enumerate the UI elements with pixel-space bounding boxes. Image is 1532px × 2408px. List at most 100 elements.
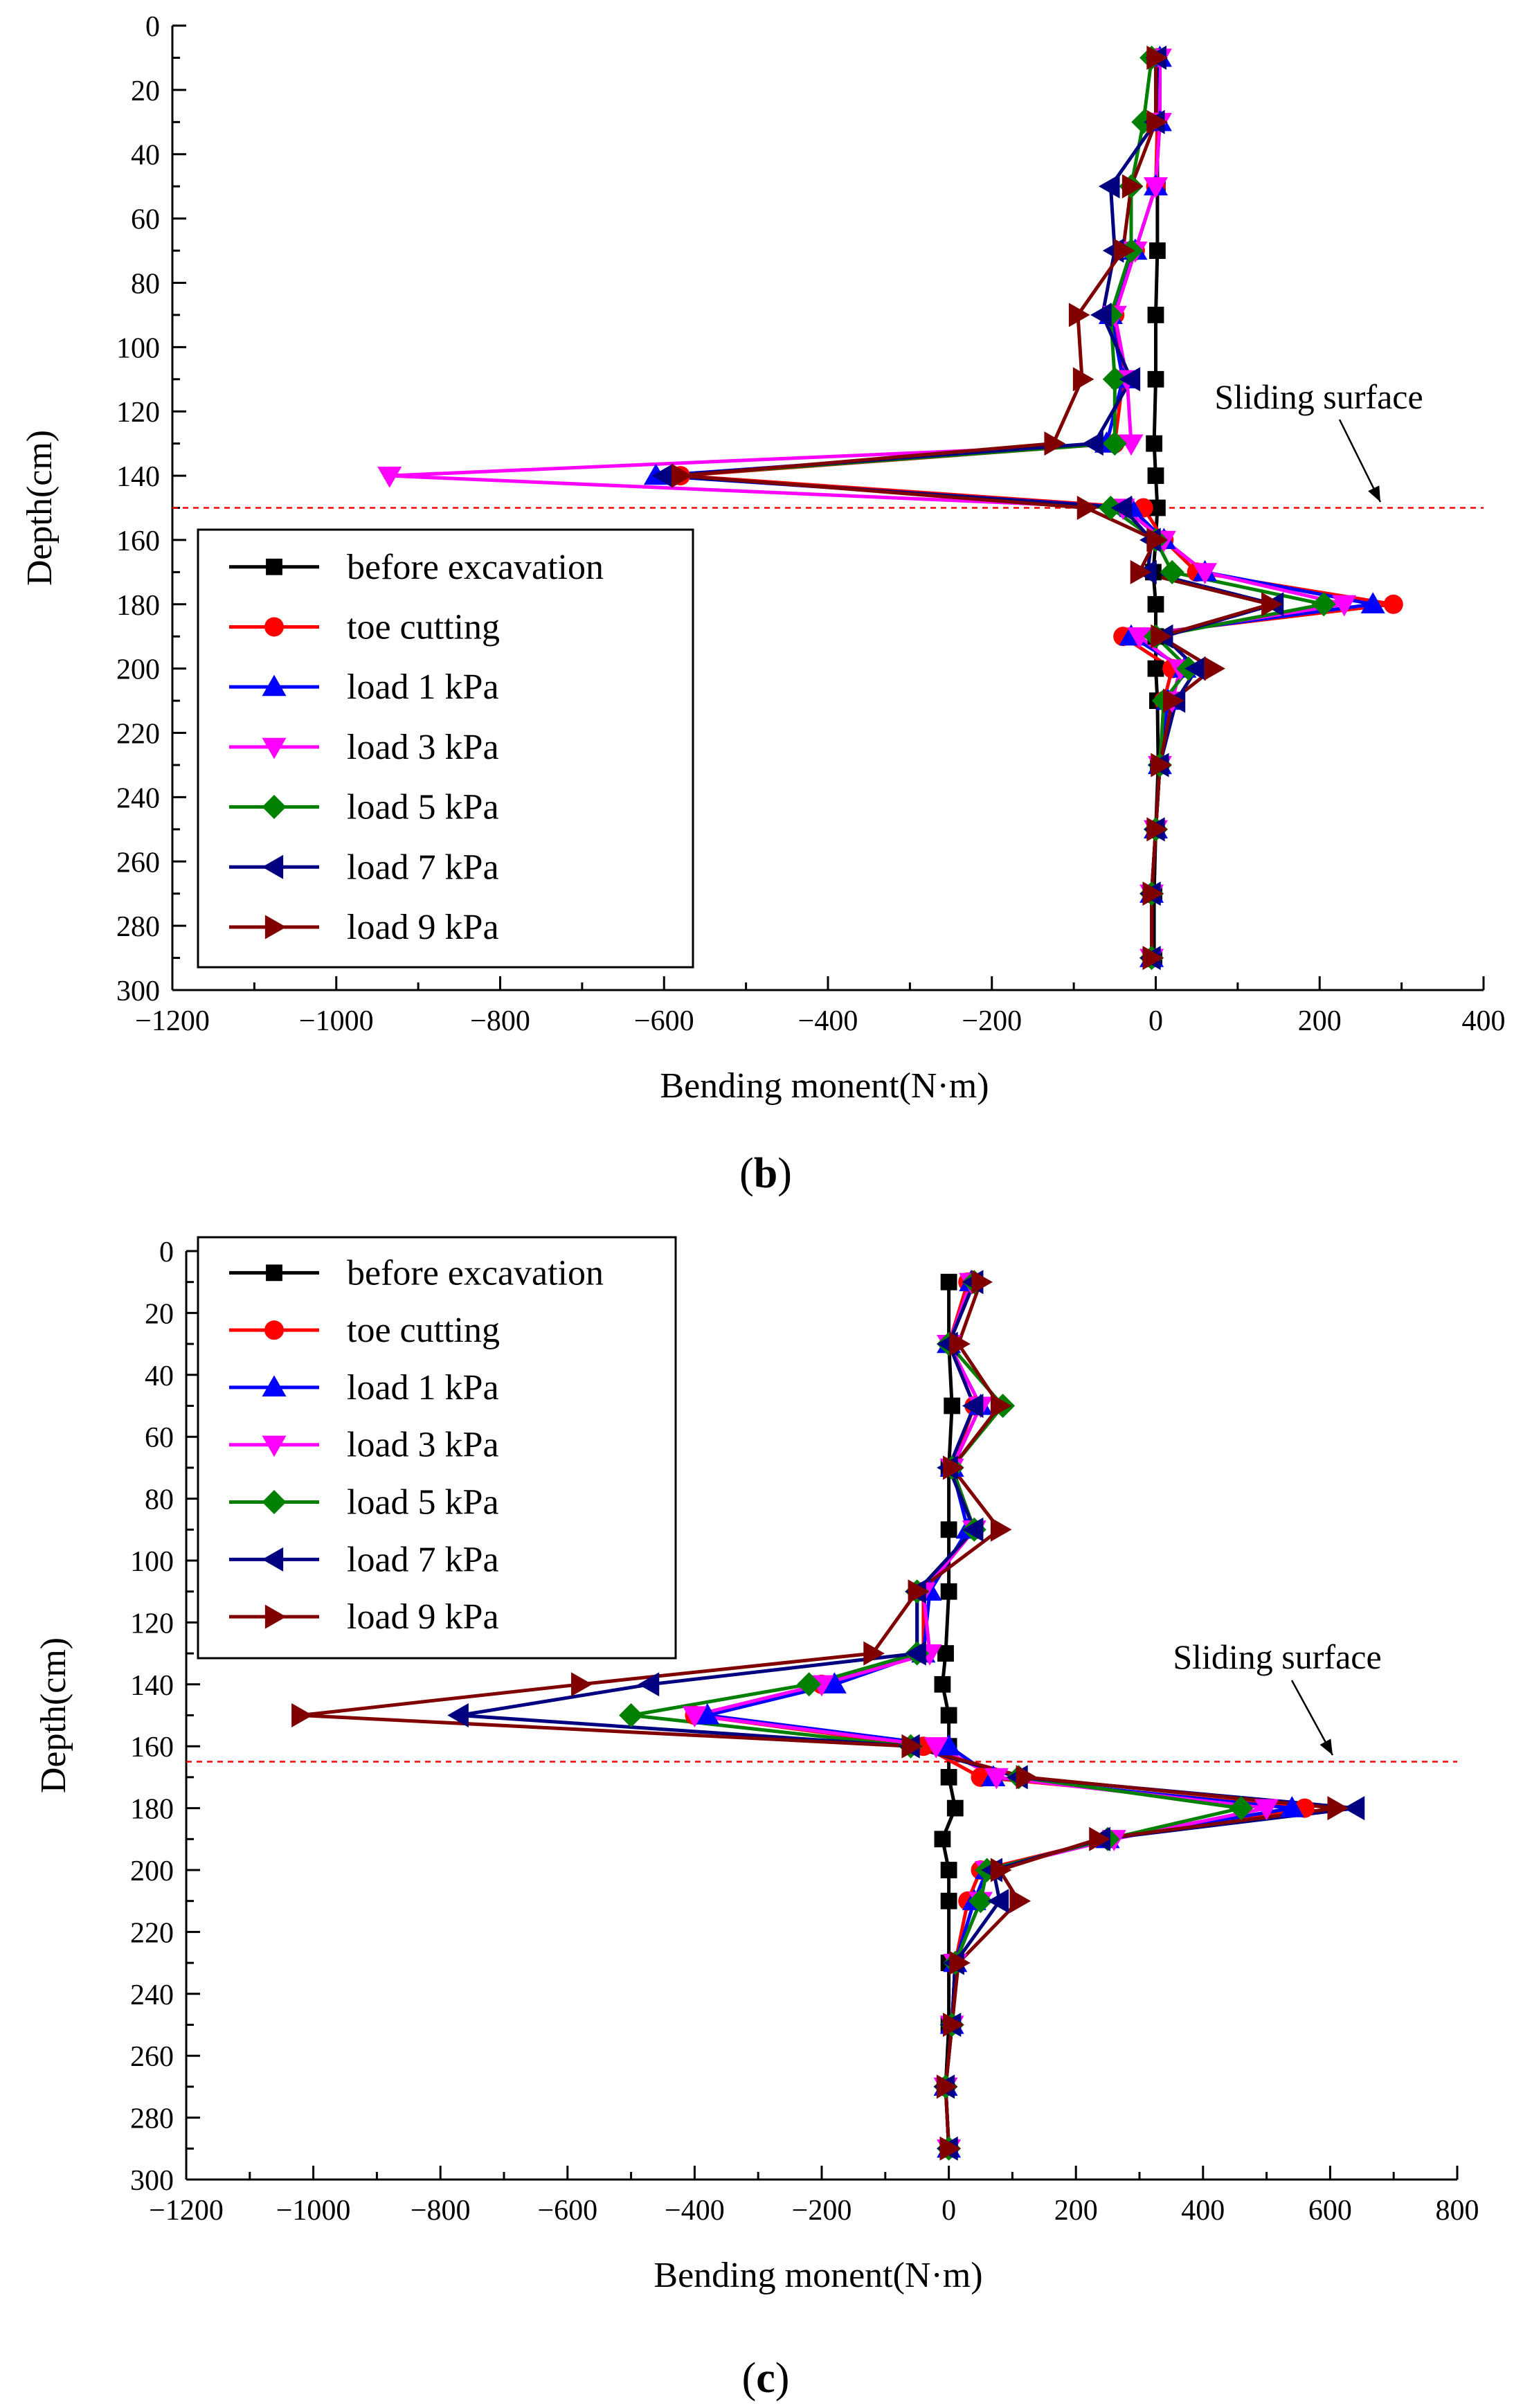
y-tick-label: 220 bbox=[116, 719, 160, 751]
data-point-series-7 bbox=[1146, 109, 1168, 134]
data-point-series-6 bbox=[1119, 367, 1141, 392]
legend-label-5: load 5 kPa bbox=[347, 788, 499, 827]
legend-label-5: load 5 kPa bbox=[347, 1483, 499, 1522]
data-point-series-7 bbox=[990, 1517, 1012, 1542]
data-point-series-7 bbox=[671, 463, 693, 488]
data-point-series-7 bbox=[1072, 367, 1094, 392]
data-point-series-7 bbox=[936, 2074, 958, 2099]
y-tick-label: 20 bbox=[131, 75, 160, 107]
data-point-series-4 bbox=[377, 466, 402, 488]
y-tick-label: 240 bbox=[130, 1979, 174, 2011]
legend-marker-5 bbox=[262, 795, 287, 820]
legend-box bbox=[197, 528, 694, 969]
data-point-series-1 bbox=[940, 1583, 957, 1600]
data-point-series-7 bbox=[908, 1579, 930, 1604]
legend-marker-4 bbox=[262, 1435, 287, 1457]
x-tick-label: 0 bbox=[1148, 1005, 1163, 1037]
data-point-series-6 bbox=[638, 1672, 660, 1697]
data-point-series-5 bbox=[1102, 431, 1127, 456]
legend-marker-7 bbox=[264, 1604, 287, 1629]
data-point-series-7 bbox=[1068, 303, 1090, 327]
legend-label-2: toe cutting bbox=[347, 1311, 500, 1350]
data-point-series-4 bbox=[682, 1706, 707, 1727]
data-point-series-7 bbox=[1076, 496, 1099, 520]
data-point-series-4 bbox=[1127, 627, 1152, 649]
legend-marker-2 bbox=[264, 617, 284, 637]
data-point-series-5 bbox=[619, 1703, 644, 1727]
annotation-arrowhead bbox=[1368, 485, 1380, 502]
data-point-series-7 bbox=[291, 1703, 313, 1727]
data-point-series-4 bbox=[1254, 1799, 1279, 1821]
y-tick-label: 0 bbox=[145, 11, 160, 43]
data-point-series-1 bbox=[934, 1831, 951, 1848]
data-point-series-1 bbox=[940, 1862, 957, 1878]
data-point-series-6 bbox=[905, 1641, 926, 1666]
legend-label-3: load 1 kPa bbox=[347, 1368, 499, 1408]
x-tick-label: 600 bbox=[1308, 2195, 1352, 2227]
data-point-series-1 bbox=[934, 1675, 951, 1693]
data-point-series-6 bbox=[1082, 431, 1103, 456]
data-point-series-5 bbox=[968, 1889, 993, 1914]
y-tick-label: 280 bbox=[116, 911, 160, 943]
data-point-series-7 bbox=[1151, 753, 1172, 778]
data-point-series-7 bbox=[1121, 174, 1144, 199]
x-axis-label: Bending monent(N·m) bbox=[654, 2256, 982, 2295]
y-tick-label: 260 bbox=[116, 847, 160, 879]
data-point-series-1 bbox=[940, 1273, 957, 1291]
legend-marker-2 bbox=[264, 1320, 284, 1340]
panel-label: (c) bbox=[742, 2355, 790, 2402]
legend-label-6: load 7 kPa bbox=[347, 847, 499, 887]
y-tick-label: 300 bbox=[130, 2165, 174, 2197]
annotation-sliding-surface: Sliding surface bbox=[1173, 1637, 1381, 1676]
legend-label-2: toe cutting bbox=[347, 607, 500, 647]
data-point-series-1 bbox=[937, 1645, 954, 1662]
y-tick-label: 180 bbox=[130, 1794, 174, 1826]
data-point-series-6 bbox=[1098, 174, 1120, 199]
data-point-series-7 bbox=[901, 1734, 923, 1759]
data-point-series-5 bbox=[1160, 559, 1184, 584]
data-point-series-1 bbox=[1147, 660, 1164, 677]
data-point-series-7 bbox=[1146, 817, 1168, 842]
x-tick-label: 200 bbox=[1054, 2195, 1098, 2227]
x-tick-label: −1200 bbox=[149, 2195, 224, 2227]
x-tick-label: −400 bbox=[798, 1005, 858, 1037]
data-point-series-7 bbox=[1261, 592, 1283, 617]
data-point-series-4 bbox=[1119, 434, 1144, 456]
data-point-series-4 bbox=[1144, 177, 1168, 199]
data-point-series-7 bbox=[1130, 559, 1152, 584]
y-tick-label: 200 bbox=[116, 654, 160, 686]
x-tick-label: −1000 bbox=[299, 1005, 374, 1037]
data-point-series-5 bbox=[1311, 592, 1336, 617]
data-point-series-1 bbox=[940, 1892, 957, 1910]
data-point-series-7 bbox=[939, 2136, 962, 2161]
legend-label-4: load 3 kPa bbox=[347, 728, 499, 767]
data-point-series-4 bbox=[1332, 595, 1357, 617]
x-tick-label: 200 bbox=[1298, 1005, 1342, 1037]
y-tick-label: 20 bbox=[145, 1298, 174, 1330]
legend-marker-1 bbox=[266, 1264, 282, 1282]
data-point-series-1 bbox=[1146, 435, 1163, 452]
chart-panel-b: −1200 −1000 −800 −600 −400 −200 0 200 400 0 20 40 60… bbox=[20, 11, 1506, 1197]
legend-label-6: load 7 kPa bbox=[347, 1540, 499, 1579]
data-point-series-7 bbox=[1114, 238, 1135, 263]
data-point-series-7 bbox=[990, 1858, 1012, 1883]
legend-marker-6 bbox=[262, 1547, 284, 1572]
data-point-series-7 bbox=[949, 1331, 971, 1356]
data-point-series-7 bbox=[1142, 881, 1164, 906]
legend-label-3: load 1 kPa bbox=[347, 667, 499, 707]
data-point-series-7 bbox=[1142, 946, 1164, 971]
y-tick-label: 160 bbox=[130, 1732, 174, 1763]
x-tick-label: 400 bbox=[1462, 1005, 1506, 1037]
data-point-series-7 bbox=[571, 1672, 593, 1697]
data-point-series-7 bbox=[1163, 688, 1184, 713]
y-tick-label: 140 bbox=[116, 461, 160, 493]
legend-marker-4 bbox=[262, 737, 287, 760]
y-tick-label: 200 bbox=[130, 1856, 174, 1887]
data-point-series-1 bbox=[1147, 467, 1164, 484]
y-tick-label: 100 bbox=[130, 1546, 174, 1578]
legend-label-1: before excavation bbox=[347, 548, 604, 587]
data-point-series-1 bbox=[1147, 307, 1164, 323]
data-point-series-7 bbox=[943, 2013, 964, 2037]
data-point-series-1 bbox=[1147, 595, 1164, 613]
